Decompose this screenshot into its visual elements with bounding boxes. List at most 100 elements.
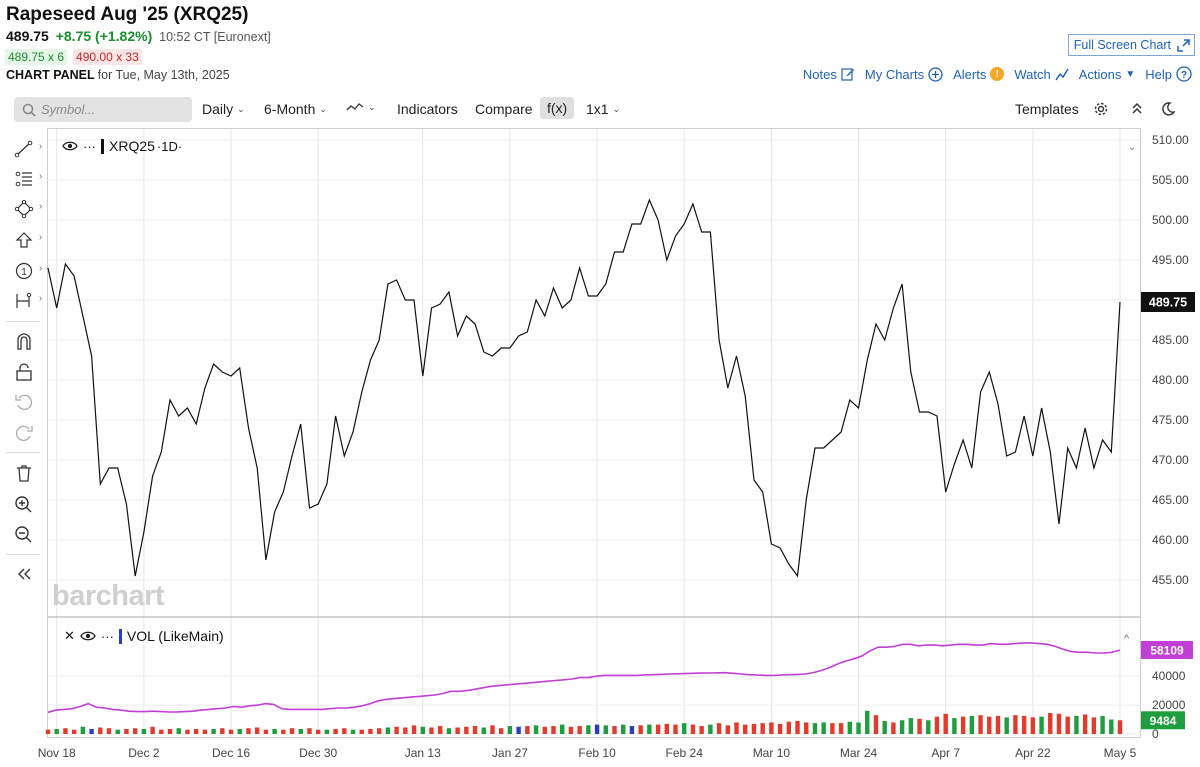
notes-link[interactable]: Notes xyxy=(803,67,855,82)
shapes-tool[interactable]: › xyxy=(14,198,42,220)
chart-type-dropdown[interactable]: ⌄ xyxy=(346,101,376,113)
moon-icon xyxy=(1162,102,1176,116)
volume-average-line xyxy=(47,642,1121,714)
volume-bar xyxy=(542,726,547,734)
volume-bar xyxy=(472,726,478,734)
actions-menu[interactable]: Actions ▼ xyxy=(1079,67,1136,82)
volume-bar xyxy=(638,725,643,734)
collapse-toolbar-button[interactable] xyxy=(1130,101,1144,115)
full-screen-button[interactable]: Full Screen Chart xyxy=(1067,34,1195,56)
collapse-tools-button[interactable] xyxy=(14,563,40,585)
x-axis: Nov 18 Dec 2 Dec 16 Dec 30 Jan 13 Jan 27 Feb 1… xyxy=(38,746,1137,760)
undo-tool[interactable] xyxy=(14,391,40,413)
delete-tool[interactable] xyxy=(14,462,40,484)
arrow-tool[interactable]: › xyxy=(14,229,42,251)
theme-toggle[interactable] xyxy=(1160,101,1176,117)
settings-button[interactable] xyxy=(1093,101,1109,117)
fibonacci-tool[interactable]: › xyxy=(14,168,42,190)
volume-bar xyxy=(350,729,356,734)
tool-divider xyxy=(6,321,40,322)
alerts-link[interactable]: Alerts ! xyxy=(953,66,1005,82)
double-chevron-up-icon xyxy=(1132,102,1142,114)
volume-bar xyxy=(1091,717,1097,734)
my-charts-link[interactable]: My Charts xyxy=(865,67,943,82)
last-price-label: 489.75 xyxy=(1149,296,1187,310)
magnet-icon xyxy=(17,333,31,350)
volume-bar xyxy=(342,728,347,734)
function-button[interactable]: f(x) xyxy=(540,97,575,119)
volume-bar xyxy=(455,727,460,734)
volume-bar xyxy=(63,728,68,734)
trendline-tool[interactable]: › xyxy=(14,138,42,160)
indicators-button[interactable]: Indicators xyxy=(397,101,458,117)
volume-badge xyxy=(1141,711,1185,730)
volume-bar xyxy=(847,721,853,734)
volume-bar xyxy=(734,722,739,734)
ask-quote: 490.00 x 33 xyxy=(73,49,142,65)
volume-bar xyxy=(315,729,321,734)
series-color-swatch xyxy=(101,138,104,154)
volume-bar xyxy=(673,724,678,734)
volume-bar xyxy=(577,726,582,734)
price-axis: 510.00505.00500.00495.00490.00485.00480.… xyxy=(1152,133,1189,587)
volume-bar xyxy=(812,723,818,734)
volume-bar xyxy=(612,726,617,734)
volume-bar xyxy=(298,728,303,734)
volume-bar xyxy=(507,726,513,734)
volume-bar xyxy=(926,720,931,734)
volume-bar xyxy=(725,725,731,734)
volume-bar xyxy=(193,728,199,734)
zoom-in-tool[interactable] xyxy=(14,493,40,515)
search-icon xyxy=(22,103,36,117)
price-tick-label: 465.00 xyxy=(1152,493,1189,507)
collapse-chevron-icon: ⌄ xyxy=(1128,142,1136,153)
alerts-label: Alerts xyxy=(953,66,987,82)
x-tick-label: Dec 2 xyxy=(128,746,160,760)
price-line: 489.75 +8.75 (+1.82%) 10:52 CT [Euronext… xyxy=(6,28,271,44)
symbol-search[interactable]: Symbol... xyxy=(14,97,192,122)
volume-bar xyxy=(899,720,905,734)
zoom-in-icon xyxy=(15,496,32,513)
line-chart-icon xyxy=(346,103,364,111)
more-icon: ··· xyxy=(100,628,114,644)
zoom-out-tool[interactable] xyxy=(14,523,40,545)
volume-bar xyxy=(952,718,957,734)
annotation-tool[interactable]: 1 › xyxy=(14,260,42,282)
chart-frame xyxy=(47,128,1141,738)
volume-bar xyxy=(1117,720,1123,734)
watch-link[interactable]: Watch xyxy=(1014,67,1069,82)
volume-bar xyxy=(185,729,190,734)
volume-bar xyxy=(804,722,809,734)
volume-bar xyxy=(228,729,234,734)
volume-bar xyxy=(882,720,887,734)
range-dropdown[interactable]: 6-Month ⌄ xyxy=(264,101,327,117)
symbol-placeholder: Symbol... xyxy=(41,102,96,117)
price-tick-label: 485.00 xyxy=(1152,333,1189,347)
volume-bar xyxy=(690,724,696,734)
volume-bar xyxy=(969,715,975,734)
price-tick-label: 460.00 xyxy=(1152,533,1189,547)
volume-bar xyxy=(769,722,774,734)
volume-bar xyxy=(446,728,452,734)
x-tick-label: Jan 13 xyxy=(405,746,441,760)
volume-bar xyxy=(647,724,652,734)
layout-dropdown[interactable]: 1x1 ⌄ xyxy=(586,101,620,117)
volume-legend[interactable]: ✕ ··· VOL (LikeMain) xyxy=(64,628,224,644)
redo-icon xyxy=(15,425,33,441)
volume-bar xyxy=(586,725,591,734)
redo-tool[interactable] xyxy=(14,422,40,444)
help-link[interactable]: Help ? xyxy=(1145,66,1192,82)
interval-dropdown[interactable]: Daily ⌄ xyxy=(202,101,245,117)
instrument-title: Rapeseed Aug '25 (XRQ25) xyxy=(6,4,249,25)
volume-bar xyxy=(908,718,914,734)
compare-button[interactable]: Compare xyxy=(475,101,533,117)
volume-bar xyxy=(359,729,364,734)
main-legend[interactable]: ··· XRQ25·1D· xyxy=(62,138,182,154)
volume-bar xyxy=(629,726,635,734)
magnet-tool[interactable] xyxy=(14,330,40,352)
templates-button[interactable]: Templates xyxy=(1015,101,1079,117)
lock-tool[interactable] xyxy=(14,361,40,383)
range-label: 6-Month xyxy=(264,101,316,117)
measure-tool[interactable]: › xyxy=(14,290,42,312)
